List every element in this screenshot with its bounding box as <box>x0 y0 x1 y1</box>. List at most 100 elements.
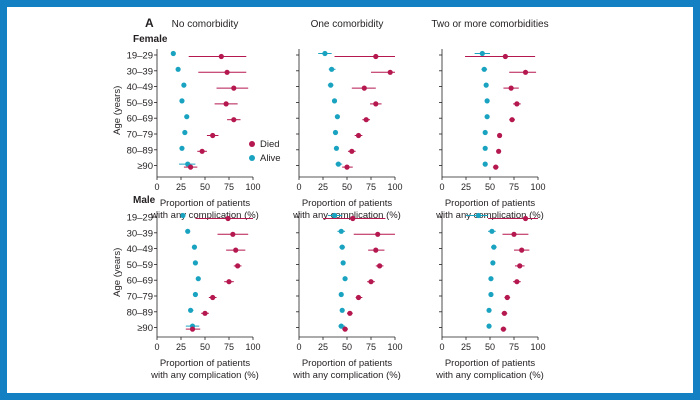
alive-point <box>488 276 494 282</box>
died-point <box>517 263 523 269</box>
alive-point <box>489 228 495 234</box>
age-group-label: 30–39 <box>127 228 153 239</box>
alive-point <box>329 66 335 72</box>
died-point <box>342 326 348 332</box>
died-point <box>387 69 393 75</box>
legend-alive-label: Alive <box>260 153 281 164</box>
column-title: Two or more comorbidities <box>431 19 548 30</box>
x-tick-label: 25 <box>318 182 328 192</box>
x-tick-label: 0 <box>439 342 444 352</box>
age-group-label: 19–29 <box>127 51 153 62</box>
y-axis-title: Age (years) <box>112 248 123 297</box>
x-axis-title-line2: with any complication (%) <box>435 370 544 381</box>
died-point <box>350 215 356 222</box>
panel-label: A <box>145 16 154 30</box>
x-tick-label: 75 <box>366 182 376 192</box>
alive-point <box>484 114 490 120</box>
x-tick-label: 0 <box>154 182 159 192</box>
x-axis-title-line2: with any complication (%) <box>150 210 259 221</box>
died-point <box>230 231 236 237</box>
alive-point <box>482 161 488 167</box>
died-point <box>514 279 520 285</box>
died-point <box>218 53 224 60</box>
x-axis-title-line2: with any complication (%) <box>150 370 259 381</box>
x-tick-label: 25 <box>318 342 328 352</box>
x-tick-label: 50 <box>485 342 495 352</box>
died-point <box>500 326 507 332</box>
forest-plot: A No comorbidity One comorbidity Two or mor… <box>112 16 549 381</box>
died-point <box>368 279 374 285</box>
x-tick-label: 75 <box>509 182 519 192</box>
alive-point <box>332 129 339 136</box>
x-tick-label: 75 <box>509 342 519 352</box>
alive-point <box>182 129 188 136</box>
died-point <box>225 215 231 222</box>
died-point <box>373 247 379 253</box>
age-group-label: ≥90 <box>137 161 153 172</box>
died-point <box>522 69 529 75</box>
died-point <box>349 148 355 154</box>
column-title: No comorbidity <box>172 19 239 30</box>
died-point <box>235 263 241 269</box>
x-tick-label: 25 <box>176 182 186 192</box>
age-group-label: 40–49 <box>127 82 153 93</box>
x-axis-title-line2: with any complication (%) <box>435 210 544 221</box>
died-point <box>373 101 379 107</box>
died-point <box>363 117 369 123</box>
died-point <box>496 148 502 154</box>
x-tick-label: 75 <box>366 342 376 352</box>
alive-point <box>322 50 328 57</box>
died-point <box>511 231 517 237</box>
alive-point <box>479 50 485 57</box>
died-point <box>377 263 383 269</box>
alive-point <box>490 260 496 266</box>
age-group-label: 70–79 <box>127 292 153 303</box>
x-axis-title-line1: Proportion of patients <box>445 198 536 209</box>
died-point <box>373 53 379 60</box>
alive-point <box>488 291 494 298</box>
alive-point <box>334 114 340 120</box>
age-group-label: 80–89 <box>127 145 153 156</box>
alive-point <box>338 291 344 298</box>
age-group-label: 50–59 <box>127 260 153 271</box>
age-group-label: 30–39 <box>127 66 153 77</box>
alive-point <box>170 50 176 57</box>
alive-point <box>339 244 345 250</box>
died-point <box>355 132 362 139</box>
x-tick-label: 25 <box>461 342 471 352</box>
x-tick-label: 100 <box>245 342 260 352</box>
died-point <box>344 164 350 170</box>
age-group-label: 60–69 <box>127 114 153 125</box>
died-point <box>233 247 239 253</box>
y-axis-title: Age (years) <box>112 86 123 135</box>
alive-point <box>333 145 340 151</box>
x-tick-label: 50 <box>342 182 352 192</box>
died-point <box>361 85 367 91</box>
alive-point <box>181 82 187 88</box>
died-point <box>508 85 514 91</box>
died-point <box>347 310 353 316</box>
alive-point <box>481 66 487 72</box>
alive-point <box>184 114 190 120</box>
legend-died-label: Died <box>260 139 280 150</box>
alive-point <box>482 145 488 151</box>
alive-point <box>328 82 334 88</box>
died-point <box>224 69 230 75</box>
died-point <box>210 294 216 301</box>
died-point <box>355 294 362 301</box>
x-tick-label: 0 <box>154 342 159 352</box>
x-tick-label: 0 <box>296 342 301 352</box>
alive-point <box>475 212 482 219</box>
died-point <box>504 294 510 301</box>
x-tick-label: 0 <box>439 182 444 192</box>
x-axis-title-line1: Proportion of patients <box>160 358 251 369</box>
x-tick-label: 25 <box>461 182 471 192</box>
x-axis-title-line2: with any complication (%) <box>292 370 401 381</box>
alive-point <box>482 129 488 136</box>
alive-point <box>192 260 198 266</box>
x-axis-title-line1: Proportion of patients <box>445 358 536 369</box>
alive-point <box>338 228 344 234</box>
died-point <box>375 231 381 237</box>
alive-point <box>179 145 185 151</box>
died-point <box>199 148 205 154</box>
